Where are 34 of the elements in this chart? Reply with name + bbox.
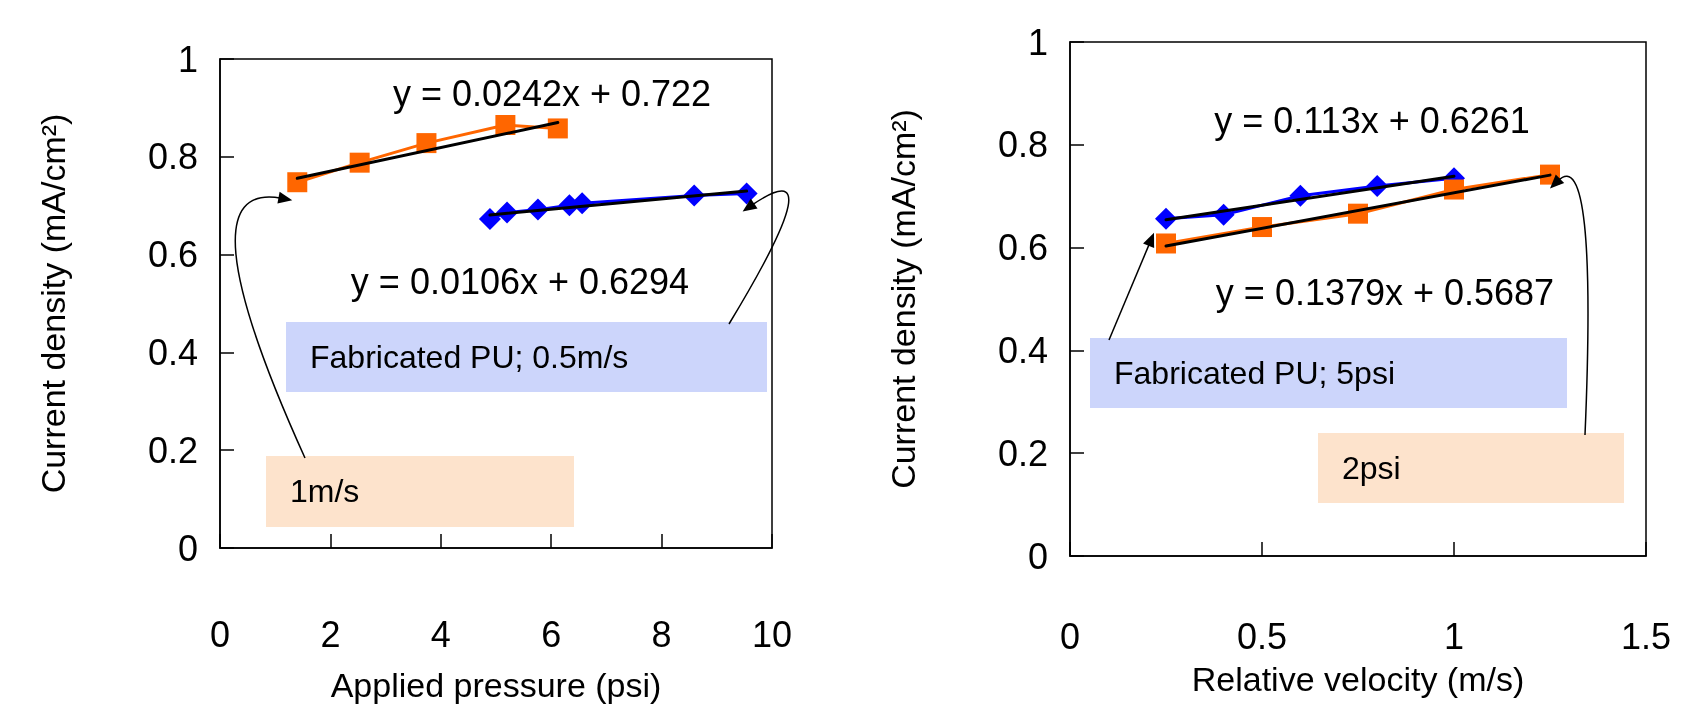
y-tick-label: 0.6	[997, 227, 1048, 269]
x-tick-label: 10	[751, 613, 793, 655]
point	[1156, 233, 1176, 254]
x-tick-label: 1.5	[1620, 615, 1672, 657]
y-axis-title: Current density (mA/cm²)	[884, 109, 922, 489]
y-tick-label: 0.8	[147, 136, 198, 178]
y-tick-label: 0.4	[997, 329, 1048, 371]
y-tick-label: 0	[1027, 535, 1048, 577]
x-tick-label: 2	[320, 613, 341, 655]
x-tick-label: 4	[430, 613, 451, 655]
point	[478, 207, 501, 230]
annotation: y = 0.113x + 0.6261	[1214, 99, 1530, 141]
y-tick-label: 0.8	[997, 124, 1048, 166]
annotation: y = 0.0242x + 0.722	[392, 72, 712, 114]
annotation: y = 0.0106x + 0.6294	[350, 260, 690, 302]
annotation: y = 0.1379x + 0.5687	[1215, 271, 1555, 313]
x-tick-label: 6	[541, 613, 562, 655]
y-tick-label: 0.2	[997, 432, 1048, 474]
y-tick-label: 0.6	[147, 234, 198, 276]
x-tick-label: 8	[651, 613, 672, 655]
x-tick-label: 1	[1443, 615, 1465, 657]
y-tick-label: 0.2	[147, 429, 198, 471]
x-tick-label: 0.5	[1236, 615, 1288, 657]
x-axis-title: Relative velocity (m/s)	[1191, 660, 1525, 698]
y-tick-label: 1	[1027, 21, 1048, 63]
y-axis-title: Current density (mA/cm²)	[34, 113, 72, 494]
y-tick-label: 1	[177, 38, 198, 80]
y-tick-label: 0.4	[147, 331, 198, 373]
x-tick-label: 0	[209, 613, 231, 655]
y-tick-label: 0	[177, 527, 198, 569]
point	[287, 172, 308, 193]
x-tick-label: 0	[1059, 615, 1081, 657]
x-axis-title: Applied pressure (psi)	[330, 666, 662, 704]
point	[547, 118, 568, 139]
